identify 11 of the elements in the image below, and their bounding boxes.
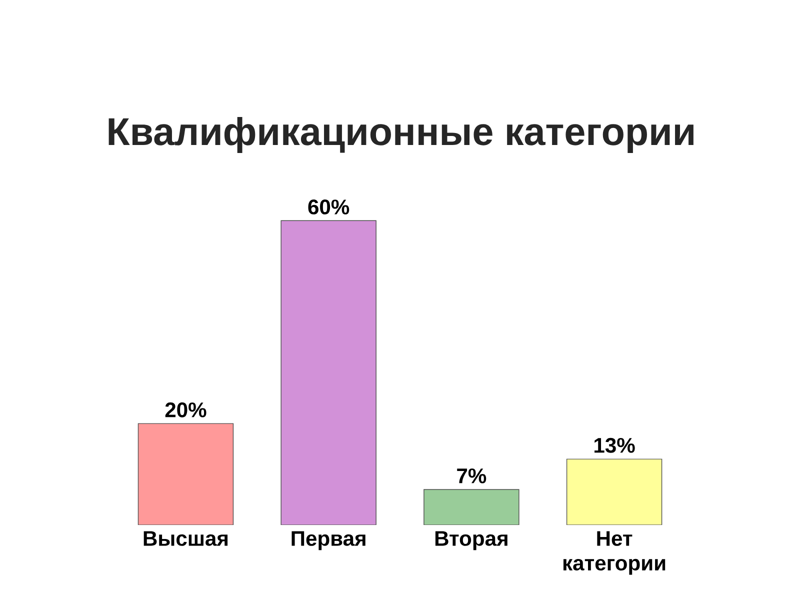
chart-title: Квалификационные категории	[108, 116, 694, 154]
data-label: 20%	[165, 402, 206, 418]
data-label: 7%	[457, 468, 486, 484]
x-tick-label: Вторая	[435, 531, 508, 550]
data-label: 60%	[308, 200, 350, 214]
bar	[566, 458, 662, 525]
x-tick-label: Первая	[292, 531, 366, 550]
x-tick-label: Высшая	[144, 531, 228, 546]
data-label: 13%	[594, 438, 635, 453]
x-tick-label: Нет категории	[563, 531, 666, 575]
bar	[424, 489, 520, 525]
